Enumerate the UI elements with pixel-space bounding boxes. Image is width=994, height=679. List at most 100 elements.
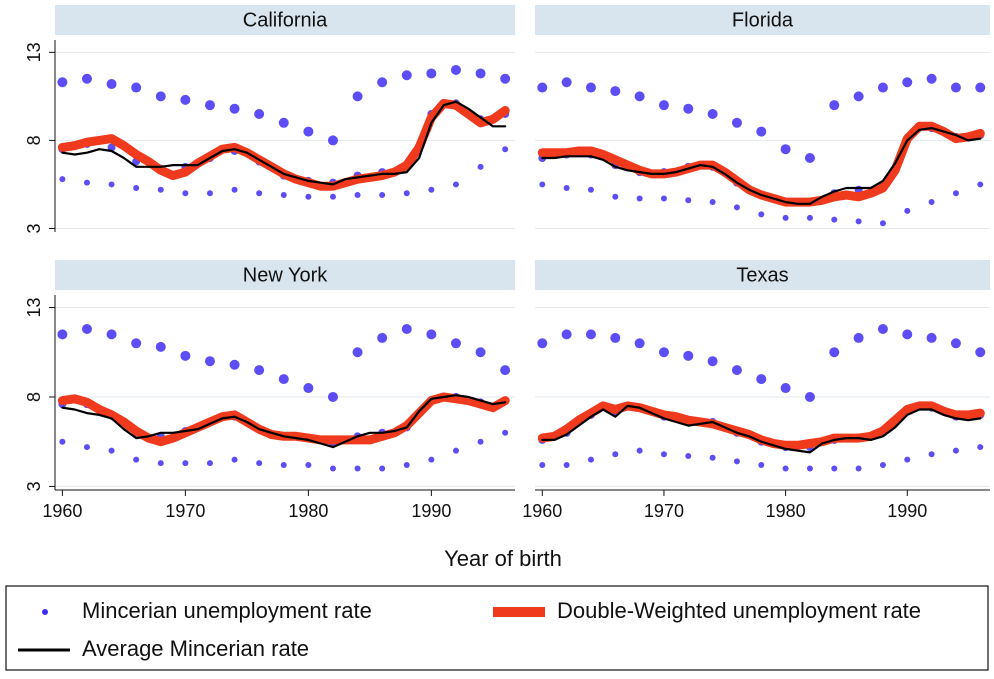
scatter-point: [804, 391, 815, 402]
scatter-point: [829, 100, 840, 111]
scatter-point: [539, 461, 546, 468]
scatter-point: [758, 461, 765, 468]
scatter-point: [206, 190, 213, 197]
scatter-point: [280, 461, 287, 468]
legend-label: Average Mincerian rate: [82, 636, 309, 661]
scatter-point: [256, 460, 263, 467]
scatter-point: [950, 338, 961, 349]
y-tick-label: 13: [24, 42, 44, 62]
scatter-point: [950, 82, 961, 93]
scatter-point: [612, 193, 619, 200]
scatter-point: [660, 195, 667, 202]
scatter-point: [636, 195, 643, 202]
series-line: [541, 127, 982, 205]
scatter-point: [83, 179, 90, 186]
x-tick-label: 1980: [766, 501, 806, 521]
scatter-point: [731, 365, 742, 376]
scatter-point: [683, 103, 694, 114]
scatter-point: [379, 192, 386, 199]
scatter-point: [709, 199, 716, 206]
scatter-point: [926, 332, 937, 343]
scatter-point: [57, 329, 68, 340]
x-tick-label: 1990: [887, 501, 927, 521]
scatter-point: [231, 186, 238, 193]
scatter-point: [133, 184, 140, 191]
scatter-point: [780, 383, 791, 394]
scatter-point: [403, 190, 410, 197]
scatter-point: [502, 146, 509, 153]
x-tick-label: 1980: [288, 501, 328, 521]
scatter-point: [379, 465, 386, 472]
scatter-point: [377, 332, 388, 343]
scatter-point: [428, 456, 435, 463]
scatter-point: [428, 186, 435, 193]
scatter-point: [563, 184, 570, 191]
scatter-point: [157, 460, 164, 467]
scatter-point: [108, 447, 115, 454]
scatter-point: [254, 365, 265, 376]
scatter-point: [231, 456, 238, 463]
scatter-point: [709, 454, 716, 461]
scatter-point: [707, 356, 718, 367]
scatter-point: [354, 465, 361, 472]
scatter-point: [303, 126, 314, 137]
scatter-point: [475, 68, 486, 79]
series-line: [61, 394, 507, 449]
scatter-point: [563, 461, 570, 468]
scatter-point: [877, 323, 888, 334]
scatter-point: [180, 350, 191, 361]
scatter-point: [928, 199, 935, 206]
scatter-point: [477, 438, 484, 445]
scatter-point: [853, 91, 864, 102]
x-tick-label: 1960: [42, 501, 82, 521]
strip-header: [535, 5, 990, 35]
scatter-point: [587, 456, 594, 463]
scatter-point: [902, 329, 913, 340]
scatter-point: [256, 190, 263, 197]
scatter-point: [683, 350, 694, 361]
scatter-point: [685, 197, 692, 204]
scatter-point: [57, 77, 68, 88]
scatter-point: [952, 190, 959, 197]
scatter-point: [804, 153, 815, 164]
scatter-point: [612, 451, 619, 458]
scatter-point: [879, 461, 886, 468]
scatter-point: [377, 77, 388, 88]
panel-title: Texas: [736, 264, 788, 286]
panel-title: Florida: [732, 9, 794, 31]
scatter-point: [83, 444, 90, 451]
legend-label: Double-Weighted unemployment rate: [557, 598, 921, 623]
scatter-point: [229, 359, 240, 370]
scatter-point: [155, 341, 166, 352]
scatter-point: [131, 338, 142, 349]
scatter-point: [975, 82, 986, 93]
scatter-point: [782, 214, 789, 221]
scatter-point: [182, 190, 189, 197]
scatter-point: [157, 186, 164, 193]
scatter-point: [131, 82, 142, 93]
scatter-point: [733, 458, 740, 465]
scatter-point: [855, 218, 862, 225]
strip-header: [55, 260, 515, 290]
scatter-point: [155, 91, 166, 102]
y-tick-label: 8: [24, 135, 44, 145]
scatter-point: [879, 220, 886, 227]
scatter-point: [278, 117, 289, 128]
scatter-point: [537, 82, 548, 93]
scatter-point: [977, 181, 984, 188]
scatter-point: [106, 79, 117, 90]
x-tick-label: 1990: [411, 501, 451, 521]
scatter-point: [585, 82, 596, 93]
scatter-point: [780, 144, 791, 155]
scatter-point: [634, 338, 645, 349]
scatter-point: [305, 193, 312, 200]
scatter-point: [352, 347, 363, 358]
scatter-point: [180, 94, 191, 105]
strip-header: [535, 260, 990, 290]
scatter-point: [660, 451, 667, 458]
scatter-point: [133, 456, 140, 463]
scatter-point: [610, 332, 621, 343]
